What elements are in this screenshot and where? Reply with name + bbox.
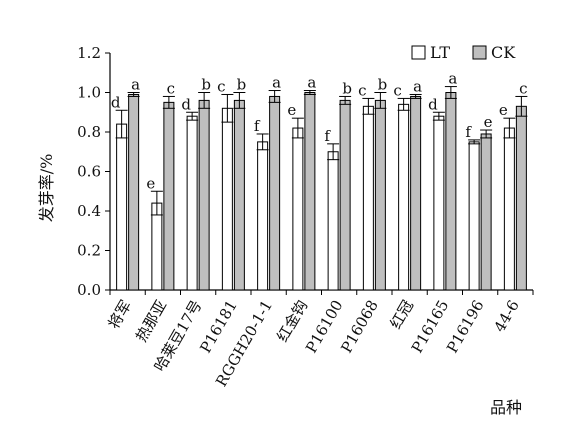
bars [116, 92, 527, 291]
bar-ck [410, 95, 422, 291]
y-tick-label: 1.0 [77, 84, 101, 102]
y-tick-label: 0.4 [77, 202, 101, 220]
letter-lt: f [324, 127, 331, 145]
bar-lt [468, 141, 480, 291]
letter-ck: a [413, 77, 422, 95]
bar-ck [163, 101, 175, 291]
legend-swatch-ck [472, 45, 487, 60]
bar-ck [339, 99, 351, 291]
bar-ck [480, 133, 492, 291]
letter-lt: f [465, 123, 472, 141]
y-tick-label: 0.6 [77, 163, 101, 181]
letter-lt: c [358, 81, 366, 99]
legend-label-lt: LT [430, 43, 450, 62]
letter-lt: d [428, 95, 438, 113]
x-tick-label: 将军 [104, 297, 135, 332]
letter-ck: a [448, 70, 457, 88]
letter-ck: e [484, 113, 493, 131]
error-bars [115, 86, 528, 216]
bar-ck [128, 93, 140, 291]
letter-lt: f [254, 117, 261, 135]
bar-lt [116, 123, 128, 291]
y-tick-label: 0.0 [77, 281, 101, 299]
letter-ck: b [201, 76, 211, 94]
letter-lt: e [499, 101, 508, 119]
y-tick-label: 0.2 [77, 242, 101, 260]
bar-ck [269, 95, 281, 291]
x-tick-label: 44-6 [490, 297, 522, 335]
y-tick-label: 0.8 [77, 123, 101, 141]
bar-lt [292, 127, 304, 291]
letter-ck: b [237, 76, 247, 94]
letter-lt: d [181, 95, 191, 113]
bar-lt [221, 107, 233, 291]
bar-lt [257, 141, 269, 291]
letter-lt: c [393, 81, 401, 99]
bar-lt [398, 103, 410, 291]
x-tick-label: 热那亚 [132, 297, 170, 345]
letter-lt: c [217, 77, 225, 95]
letter-ck: b [378, 76, 388, 94]
bar-lt [151, 202, 163, 291]
bar-ck [515, 105, 527, 291]
bar-lt [503, 127, 515, 291]
bar-lt [362, 105, 374, 291]
y-axis-label: 发芽率/% [37, 154, 56, 223]
x-tick-label: 红冠 [386, 297, 417, 332]
letter-ck: a [272, 74, 281, 92]
letter-ck: b [342, 79, 352, 97]
bar-ck [198, 99, 210, 291]
bar-ck [304, 92, 316, 291]
bar-lt [327, 151, 339, 291]
letter-lt: d [111, 93, 121, 111]
bar-ck [374, 99, 386, 291]
legend-label-ck: CK [491, 43, 516, 62]
legend: LT CK [411, 43, 516, 62]
bar-ck [233, 99, 245, 291]
bar-lt [433, 115, 445, 291]
letter-ck: c [519, 79, 527, 97]
x-axis-label: 品种 [490, 398, 522, 417]
letter-lt: e [146, 174, 155, 192]
letter-lt: e [287, 101, 296, 119]
y-tick-label: 1.2 [77, 44, 101, 62]
x-tick-label: 红金钩 [273, 297, 311, 345]
letter-ck: c [167, 79, 175, 97]
letter-ck: a [131, 76, 140, 94]
letter-ck: a [307, 74, 316, 92]
bar-lt [186, 115, 198, 291]
bar-ck [445, 92, 457, 291]
legend-swatch-lt [411, 45, 426, 60]
